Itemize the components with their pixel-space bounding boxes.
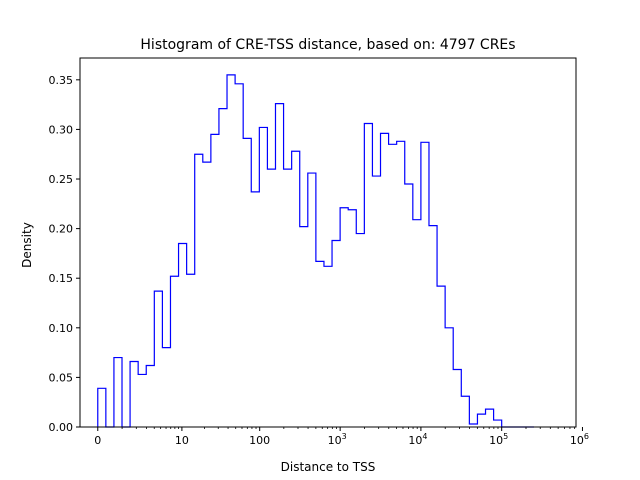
chart-title: Histogram of CRE-TSS distance, based on:… <box>140 37 515 53</box>
y-tick-label: 0.00 <box>49 421 74 434</box>
y-tick-label: 0.25 <box>49 173 74 186</box>
x-tick-label: 105 <box>489 432 508 447</box>
x-tick-label: 10 <box>175 434 189 447</box>
y-tick-label: 0.15 <box>49 272 74 285</box>
y-tick-label: 0.05 <box>49 371 74 384</box>
x-axis: 0 10 100 103 104 105 106 <box>94 427 589 447</box>
x-axis-label: Distance to TSS <box>281 460 376 474</box>
y-tick-label: 0.30 <box>49 123 74 136</box>
y-axis-label: Density <box>20 222 34 268</box>
y-axis: 0.00 0.05 0.10 0.15 0.20 0.25 0.30 0.35 <box>49 74 80 434</box>
y-tick-label: 0.35 <box>49 74 74 87</box>
histogram-step-outline <box>97 74 534 428</box>
y-tick-label: 0.20 <box>49 223 74 236</box>
x-tick-label: 100 <box>249 434 270 447</box>
x-tick-label: 106 <box>570 432 589 447</box>
y-tick-label: 0.10 <box>49 322 74 335</box>
x-tick-label: 0 <box>94 434 101 447</box>
x-tick-label: 103 <box>328 432 347 447</box>
x-tick-label: 104 <box>408 432 427 447</box>
